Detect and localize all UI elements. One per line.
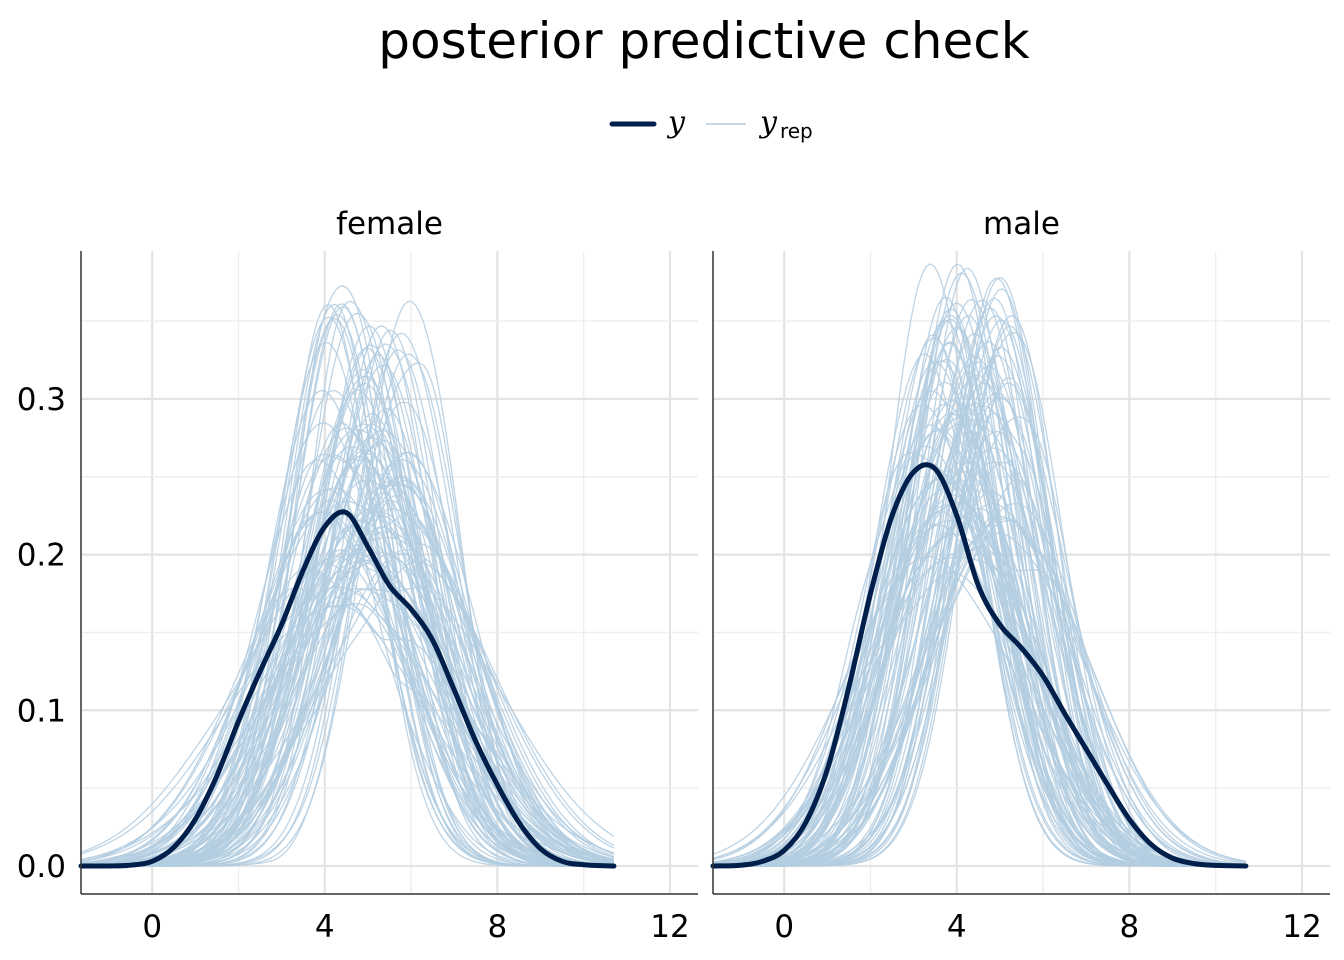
yrep-line	[712, 510, 1246, 867]
yrep-line	[80, 562, 614, 866]
x-tick-label: 0	[142, 909, 162, 945]
yrep-line	[713, 417, 1246, 867]
yrep-line	[713, 272, 1246, 867]
chart-title: posterior predictive check	[378, 12, 1029, 70]
yrep-line	[713, 341, 1246, 867]
facet-panel-male: male 0 4 8 12	[710, 206, 1330, 945]
yrep-line	[713, 337, 1246, 867]
yrep-line	[713, 515, 1246, 867]
yrep-line	[713, 277, 1246, 867]
yrep-line	[712, 514, 1246, 867]
facet-panels: female 0 4 8 12 0.0 0.1 0.2 0.3 male 0 4 8 12	[17, 206, 1330, 945]
yrep-line	[713, 331, 1246, 867]
yrep-line	[80, 511, 614, 867]
y-tick-label: 0.3	[17, 382, 66, 418]
x-tick-label: 12	[650, 909, 689, 945]
x-tick-label: 0	[774, 909, 794, 945]
legend-yrep-base: y	[758, 105, 778, 140]
yrep-line	[81, 353, 614, 867]
yrep-lines	[80, 285, 615, 867]
yrep-line	[713, 416, 1246, 867]
yrep-line	[712, 545, 1247, 867]
yrep-line	[712, 478, 1246, 867]
yrep-line	[80, 555, 614, 866]
yrep-line	[713, 382, 1246, 867]
yrep-line	[80, 588, 615, 864]
x-tick-label: 8	[1120, 909, 1140, 945]
strip-label-male: male	[983, 206, 1060, 242]
x-tick-label: 4	[947, 909, 967, 945]
yrep-lines	[712, 263, 1247, 867]
y-tick-label: 0.2	[17, 538, 66, 574]
yrep-line	[81, 514, 614, 867]
yrep-line	[713, 502, 1246, 867]
y-observed-line	[78, 509, 617, 869]
yrep-line	[80, 536, 615, 866]
yrep-line	[80, 561, 615, 865]
yrep-line	[80, 524, 615, 866]
legend: y y rep	[609, 105, 813, 143]
yrep-line	[81, 305, 614, 867]
legend-yrep-subscript: rep	[780, 119, 813, 143]
yrep-line	[712, 507, 1246, 867]
x-tick-label: 4	[315, 909, 335, 945]
y-tick-label: 0.1	[17, 693, 66, 729]
yrep-line	[712, 418, 1246, 867]
y-tick-label: 0.0	[17, 849, 66, 885]
legend-y-label: y	[666, 105, 686, 140]
yrep-line	[80, 605, 615, 862]
x-tick-label: 12	[1282, 909, 1321, 945]
yrep-line	[712, 504, 1246, 867]
strip-label-female: female	[336, 206, 443, 242]
x-tick-label: 8	[487, 909, 507, 945]
yrep-line	[713, 277, 1246, 867]
yrep-line	[712, 477, 1246, 867]
y-observed-line	[710, 462, 1249, 869]
facet-panel-female: female 0 4 8 12 0.0 0.1 0.2 0.3	[17, 206, 698, 945]
legend-yrep-label: y rep	[758, 105, 813, 143]
